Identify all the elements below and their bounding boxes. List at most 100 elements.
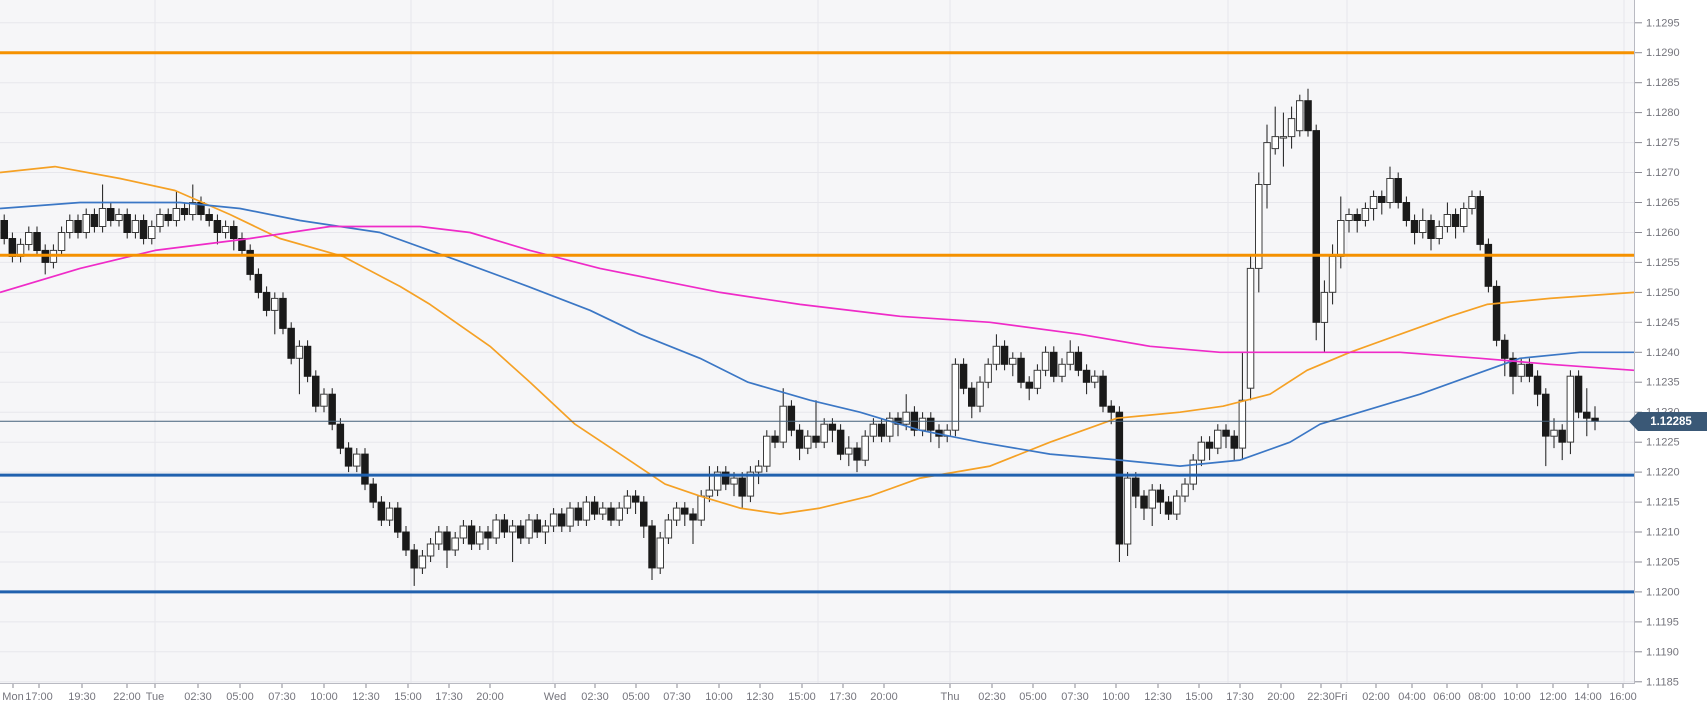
svg-text:10:00: 10:00: [310, 691, 338, 703]
sma-200-line: [0, 225, 1635, 372]
svg-text:17:30: 17:30: [829, 691, 857, 703]
candle-up: [902, 411, 910, 425]
candle-down: [1501, 339, 1509, 359]
svg-text:05:00: 05:00: [226, 691, 254, 703]
candle-up: [320, 393, 328, 407]
candle-down: [213, 220, 222, 233]
candle-up: [525, 519, 533, 539]
candle-down: [33, 232, 41, 251]
candle-down: [500, 519, 509, 533]
svg-text:02:30: 02:30: [581, 691, 609, 703]
candle-down: [828, 423, 837, 431]
candle-down: [574, 507, 582, 521]
svg-text:19:30: 19:30: [68, 691, 96, 703]
candle-up: [1173, 495, 1181, 515]
candle-down: [1017, 357, 1025, 383]
candle-up: [697, 495, 705, 521]
svg-text:1.1265: 1.1265: [1646, 197, 1680, 209]
candle-down: [1107, 405, 1115, 413]
svg-text:1.1200: 1.1200: [1646, 586, 1680, 598]
candle-up: [476, 531, 484, 545]
candle-down: [279, 297, 287, 329]
candle-up: [1443, 214, 1452, 227]
candle-up: [1041, 351, 1050, 371]
candle-up: [1419, 220, 1427, 233]
candle-down: [180, 208, 189, 215]
candle-up: [861, 435, 869, 461]
candle-up: [804, 435, 812, 449]
candle-down: [0, 220, 8, 239]
candle-up: [1189, 459, 1197, 485]
candle-down: [648, 525, 656, 569]
candle-up: [845, 447, 853, 455]
level-lines[interactable]: [0, 51, 1634, 594]
candle-down: [1025, 381, 1033, 389]
candle-down: [1583, 411, 1591, 419]
svg-text:02:30: 02:30: [184, 691, 212, 703]
candle-up: [763, 435, 771, 467]
candle-down: [1574, 375, 1583, 413]
svg-text:1.1245: 1.1245: [1646, 317, 1680, 329]
candle-up: [82, 214, 90, 233]
svg-text:1.1210: 1.1210: [1646, 527, 1680, 539]
candle-up: [549, 513, 558, 527]
candle-down: [1525, 363, 1534, 377]
vertical-gridlines: [154, 0, 1625, 683]
candle-up: [656, 537, 664, 569]
svg-text:15:00: 15:00: [788, 691, 816, 703]
svg-text:20:00: 20:00: [1267, 691, 1295, 703]
svg-text:1.1280: 1.1280: [1646, 107, 1680, 119]
candle-up: [754, 465, 763, 473]
candle-down: [722, 471, 730, 485]
candle-up: [1460, 208, 1468, 227]
candle-down: [795, 429, 804, 449]
candle-down: [1492, 285, 1501, 341]
candle-up: [869, 423, 878, 437]
svg-text:07:30: 07:30: [268, 691, 296, 703]
svg-text:05:00: 05:00: [622, 691, 650, 703]
candle-down: [738, 477, 746, 497]
svg-text:08:00: 08:00: [1468, 691, 1496, 703]
candle-down: [1000, 345, 1009, 365]
candle-down: [123, 214, 131, 233]
current-price-badge: 1.12285: [1629, 412, 1707, 431]
candle-up: [1263, 142, 1271, 186]
svg-text:20:00: 20:00: [476, 691, 504, 703]
svg-text:15:00: 15:00: [394, 691, 422, 703]
svg-text:Fri: Fri: [1335, 691, 1348, 703]
candle-down: [107, 208, 115, 221]
candle-down: [1542, 393, 1550, 437]
candle-down: [1476, 196, 1484, 245]
candle-down: [1115, 411, 1124, 545]
candle-down: [1533, 375, 1542, 395]
candle-up: [1255, 184, 1263, 269]
candle-down: [1099, 375, 1107, 407]
candle-up: [57, 232, 66, 251]
candle-up: [599, 507, 607, 515]
svg-text:1.1285: 1.1285: [1646, 77, 1680, 89]
svg-text:Thu: Thu: [941, 691, 960, 703]
candle-down: [1230, 435, 1238, 449]
candle-down: [1164, 501, 1173, 515]
candle-up: [1296, 100, 1304, 132]
candle-up: [976, 381, 984, 407]
candle-up: [951, 363, 960, 431]
candle-up: [172, 208, 181, 221]
candle-up: [746, 471, 755, 497]
candle-up: [1369, 196, 1378, 209]
candle-up: [730, 477, 738, 485]
candle-down: [467, 525, 476, 545]
candle-up: [992, 345, 1001, 365]
candle-up: [672, 507, 681, 521]
candle-down: [402, 531, 410, 551]
candle-down: [90, 214, 99, 227]
candle-down: [853, 447, 861, 461]
candle-up: [156, 214, 164, 227]
candle-down: [1222, 429, 1230, 437]
candle-up: [385, 507, 394, 521]
candle-up: [221, 226, 230, 233]
candle-down: [377, 501, 386, 521]
candle-up: [1271, 136, 1279, 150]
svg-text:10:00: 10:00: [705, 691, 733, 703]
